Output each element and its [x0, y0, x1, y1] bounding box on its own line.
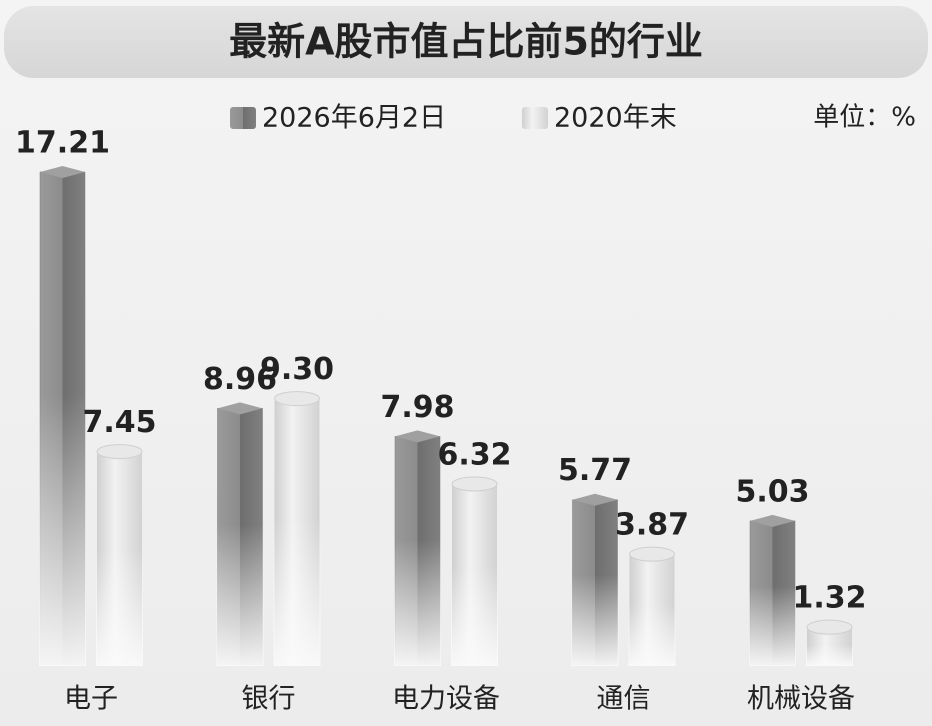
- bar-fade: [628, 554, 676, 666]
- title-banner: [4, 6, 928, 78]
- bar-fade: [96, 451, 143, 666]
- value-label: 7.45: [82, 405, 156, 440]
- chart-title: 最新A股市值占比前5的行业: [229, 20, 703, 64]
- unit-label: 单位：%: [813, 103, 916, 133]
- bar-fade: [806, 627, 853, 666]
- legend-label: 2020年末: [554, 103, 677, 134]
- bar-fade: [749, 520, 796, 666]
- plot: 17.21 7.45 电子 8.969.30 银行 7.98 6.32 电力设备 5.77 3.8…: [15, 126, 866, 715]
- value-label: 5.77: [558, 453, 632, 488]
- legend-swatch: [230, 107, 256, 129]
- x-tick-label: 银行: [242, 684, 296, 715]
- bar-fade: [451, 483, 498, 666]
- bar-fade: [39, 172, 86, 666]
- legend-swatch: [522, 107, 548, 129]
- value-label: 17.21: [15, 126, 110, 161]
- bar-fade: [273, 398, 321, 666]
- value-label: 7.98: [380, 390, 454, 425]
- bar-fade: [216, 408, 264, 666]
- value-label: 6.32: [437, 437, 511, 472]
- x-tick-label: 机械设备: [747, 684, 855, 715]
- value-label: 8.96: [203, 362, 277, 397]
- value-label: 3.87: [615, 508, 689, 543]
- value-label: 9.30: [260, 352, 334, 387]
- value-label: 5.03: [735, 474, 809, 509]
- x-tick-label: 电子: [64, 684, 118, 715]
- legend-label: 2026年6月2日: [262, 103, 446, 134]
- legend: 2026年6月2日 2020年末: [230, 103, 677, 134]
- value-label: 1.32: [792, 581, 866, 616]
- x-tick-label: 通信: [597, 684, 651, 715]
- x-tick-label: 电力设备: [392, 684, 500, 715]
- bar-fade: [571, 499, 619, 666]
- bar-fade: [394, 436, 441, 666]
